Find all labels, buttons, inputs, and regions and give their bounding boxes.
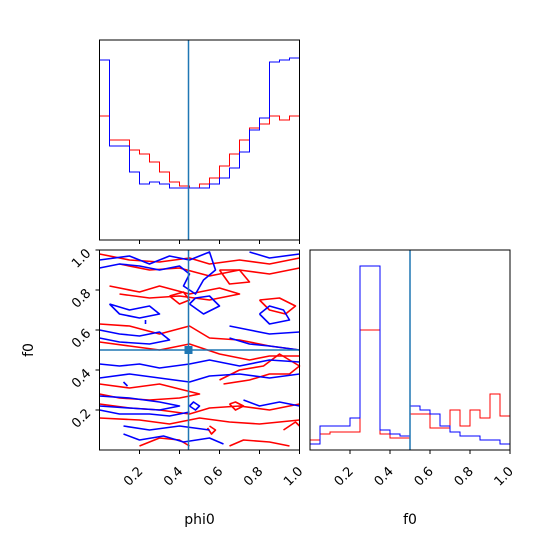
contour-y-tick-label: 0.4 [69, 366, 94, 391]
contour-y-tick-label: 0.8 [69, 286, 94, 311]
contour-blue-line [188, 295, 221, 315]
contour-blue-line [122, 381, 129, 387]
contour-red-line [229, 439, 290, 447]
contour-blue-line [123, 425, 210, 431]
contour-blue-line [229, 337, 300, 351]
contour-red-line [109, 285, 241, 301]
contour-red-line [99, 253, 300, 265]
hist-f0-series-red-step [309, 329, 511, 450]
contour-blue-line [99, 409, 190, 417]
hist-phi0-series-blue-step [99, 57, 300, 240]
hist-f0-x-tick-label: 1.0 [492, 464, 517, 489]
contour-truth-marker [184, 346, 193, 354]
contour-x-tick-label: 0.4 [161, 464, 186, 489]
contour-red-line [99, 341, 300, 361]
contour-red-line [139, 437, 190, 447]
contour-red-line [169, 291, 191, 305]
hist-f0-frame [309, 249, 511, 451]
hist-phi0-panel [99, 39, 300, 244]
contour-y-tick-label: 0.6 [69, 326, 94, 351]
hist-phi0-series-red-step [99, 115, 300, 240]
contour-blue-line [99, 373, 300, 383]
hist-f0-x-tick-label: 0.8 [452, 464, 477, 489]
contour-x-tick-label: 1.0 [281, 464, 306, 489]
contour-blue-line [99, 329, 171, 345]
contour-blue-line [229, 325, 300, 335]
contour-red-line [228, 401, 245, 411]
contour-blue-line [99, 251, 217, 295]
hist-f0-x-tick-label: 0.6 [412, 464, 437, 489]
hist-f0-x-tick-label: 0.2 [332, 464, 357, 489]
contour-x-tick-label: 0.8 [241, 464, 266, 489]
contour-blue-line [188, 401, 201, 411]
contour-y-tick-label: 0.2 [69, 406, 94, 431]
contour-frame [99, 249, 300, 451]
hist-f0-x-tick-label: 0.4 [372, 464, 397, 489]
contour-y-tick-label: 1.0 [69, 246, 94, 271]
contour-red-line [218, 269, 251, 285]
x-axis-label-phi0: phi0 [184, 512, 215, 528]
contour-blue-line [243, 399, 300, 407]
contour-x-tick-label: 0.2 [121, 464, 146, 489]
hist-phi0-frame [99, 39, 300, 241]
contour-blue-line [123, 433, 224, 445]
contour-blue-line [258, 305, 291, 325]
contour-red-line [99, 417, 300, 425]
y-axis-label-f0: f0 [21, 343, 37, 357]
contour-blue-line [249, 251, 300, 259]
contour-red-line [258, 297, 297, 315]
contour-red-line [206, 425, 217, 435]
contour-blue-line [108, 303, 161, 319]
contour-blue-line [99, 359, 300, 369]
contour-blue-line [99, 395, 181, 411]
contour-red-line [283, 421, 301, 431]
contour-x-tick-label: 0.6 [201, 464, 226, 489]
hist-f0-panel: 0.2 0.4 0.6 0.8 1.0 [309, 249, 517, 489]
contour-phi0-f0-panel: 0.2 0.4 0.6 0.8 1.0 0.2 0.4 0.6 0.8 1.0 [69, 246, 306, 489]
x-axis-label-f0: f0 [403, 512, 417, 528]
